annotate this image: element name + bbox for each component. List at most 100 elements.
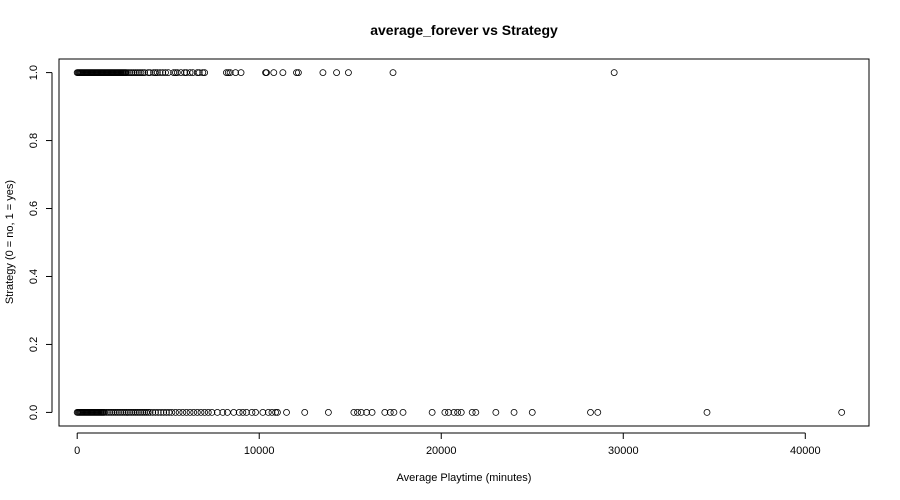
data-point [170, 69, 178, 76]
data-point [594, 409, 602, 416]
data-point [232, 69, 239, 76]
data-point [510, 409, 518, 416]
x-axis-label: Average Playtime (minutes) [397, 472, 532, 484]
data-point [283, 409, 290, 416]
data-point [252, 409, 259, 416]
data-point [703, 409, 711, 416]
data-point [248, 409, 256, 416]
data-point [130, 69, 138, 76]
chart-title: average_forever vs Strategy [370, 22, 558, 38]
data-point [133, 409, 141, 416]
y-tick-label: 0.4 [28, 269, 40, 284]
data-point [135, 409, 143, 416]
data-point [193, 409, 201, 416]
data-point [152, 69, 159, 76]
data-point [259, 409, 267, 416]
data-point [173, 69, 181, 76]
data-point [132, 409, 139, 416]
data-point [186, 409, 194, 416]
data-point [239, 409, 247, 416]
data-point [172, 409, 179, 416]
y-tick-label: 0.0 [28, 405, 40, 420]
data-point [268, 409, 276, 416]
data-point [154, 409, 162, 416]
data-point [190, 409, 198, 416]
data-point [235, 409, 243, 416]
data-point [157, 409, 165, 416]
data-point [197, 409, 205, 416]
data-point [124, 69, 132, 76]
y-tick-label: 0.8 [28, 133, 40, 148]
data-point [156, 69, 164, 76]
data-point [492, 409, 500, 416]
data-point [201, 409, 209, 416]
data-point [135, 69, 143, 76]
plot-frame [58, 58, 870, 427]
data-point [354, 409, 361, 416]
data-point [119, 409, 127, 416]
data-point [160, 409, 168, 416]
data-point [181, 69, 188, 76]
data-point [128, 409, 136, 416]
data-point [162, 69, 169, 76]
data-point [137, 409, 145, 416]
data-point [345, 69, 352, 76]
data-point [149, 409, 157, 416]
data-point [270, 69, 278, 76]
data-point [399, 409, 407, 416]
data-point [126, 69, 134, 76]
data-point [186, 69, 194, 76]
data-point [152, 409, 159, 416]
data-point [179, 409, 187, 416]
data-point [333, 69, 340, 76]
data-point [137, 69, 145, 76]
data-point [102, 409, 110, 416]
data-point [389, 69, 397, 76]
y-axis: 0.0 0.2 0.4 0.6 0.8 1.0 [28, 65, 53, 420]
y-tick-label: 0.6 [28, 201, 40, 216]
data-point [363, 409, 371, 416]
data-point [104, 409, 112, 416]
data-point [201, 69, 209, 76]
data-point [146, 69, 154, 76]
x-tick-label: 0 [74, 445, 80, 457]
data-point [243, 409, 250, 416]
data-point [610, 69, 618, 76]
data-point [457, 409, 465, 416]
data-point [293, 69, 300, 76]
data-point [124, 409, 132, 416]
data-point [195, 69, 203, 76]
data-point [144, 409, 152, 416]
data-point [139, 409, 147, 416]
data-point [213, 409, 221, 416]
data-point [223, 69, 230, 76]
data-point [139, 69, 147, 76]
data-point [264, 409, 272, 416]
data-point [122, 409, 130, 416]
x-tick-label: 40000 [790, 445, 821, 457]
data-point [587, 409, 594, 416]
data-point [133, 69, 141, 76]
data-point [390, 409, 398, 416]
data-point [175, 409, 183, 416]
x-tick-label: 30000 [608, 445, 639, 457]
data-point [230, 409, 238, 416]
data-point [115, 409, 123, 416]
y-axis-label: Strategy (0 = no, 1 = yes) [4, 180, 16, 304]
x-tick-label: 20000 [426, 445, 457, 457]
data-point [454, 409, 462, 416]
data-point [279, 69, 287, 76]
data-point [223, 409, 231, 416]
data-point [193, 69, 201, 76]
data-point [153, 69, 161, 76]
data-point [110, 409, 118, 416]
data-point [117, 409, 125, 416]
x-axis: 0 10000 20000 30000 40000 [74, 432, 821, 457]
data-point [128, 69, 136, 76]
data-point [164, 69, 172, 76]
data-point [112, 409, 119, 416]
data-point [274, 409, 281, 416]
data-point [204, 409, 212, 416]
data-point [350, 409, 358, 416]
